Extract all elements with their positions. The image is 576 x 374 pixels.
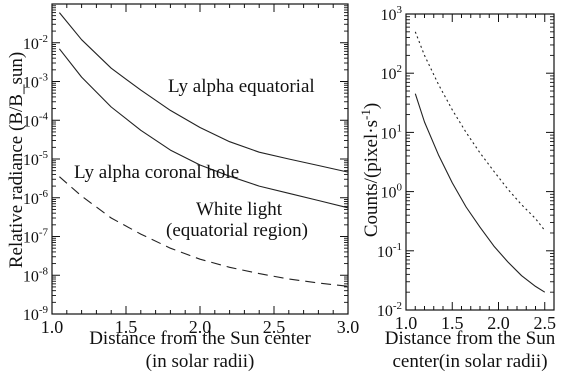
left-y-tick-exponent: -8 — [39, 265, 49, 277]
left-series-line-2 — [58, 48, 349, 209]
left-plot-frame — [51, 3, 349, 315]
right-y-tick-label: 101 — [381, 122, 403, 142]
left-y-tick-label: 10-4 — [23, 110, 49, 130]
left-y-tick-mantissa: 10 — [23, 191, 39, 208]
left-y-axis-label: Relative radiance (B/B_sun) — [6, 52, 27, 268]
right-y-axis-label-sup: -1 — [358, 109, 373, 120]
left-y-tick-mantissa: 10 — [23, 75, 39, 92]
right-y-tick-label: 10-1 — [377, 241, 402, 261]
left-x-axis-label-line2: (in solar radii) — [146, 351, 255, 372]
right-x-axis-label-line2: center(in solar radii) — [392, 351, 547, 372]
left-y-tick-mantissa: 10 — [23, 307, 39, 324]
left-x-tick-label: 1.5 — [115, 317, 138, 337]
right-y-tick-mantissa: 10 — [381, 7, 397, 24]
right-y-tick-exponent: -2 — [393, 300, 402, 312]
left-x-tick-label: 1.0 — [41, 317, 64, 337]
left-y-tick-mantissa: 10 — [23, 230, 39, 247]
annotation-white-light: White light — [196, 199, 283, 220]
left-y-tick-exponent: -3 — [39, 72, 49, 84]
left-series — [58, 12, 349, 287]
left-y-tick-label: 10-9 — [23, 304, 49, 324]
right-y-axis-label-end: ) — [361, 103, 382, 109]
right-series — [414, 31, 546, 293]
right-x-tick-label: 2.5 — [534, 313, 557, 333]
right-y-tick-mantissa: 10 — [377, 244, 393, 261]
left-x-tick-label: 3.0 — [337, 317, 360, 337]
right-y-axis-label-main: Counts/(pixel·s — [361, 120, 382, 237]
left-series-line-1 — [58, 12, 349, 173]
left-y-tick-exponent: -7 — [39, 227, 49, 239]
right-y-tick-exponent: 1 — [397, 122, 403, 134]
right-x-tick-label: 2.0 — [487, 313, 510, 333]
right-series-line-1 — [414, 31, 546, 231]
left-y-tick-exponent: -2 — [39, 33, 48, 45]
right-x-ticks: 1.0 1.5 2.0 2.5 — [395, 14, 556, 333]
right-x-axis-label: Distance from the Sun — [385, 328, 556, 349]
left-y-tick-mantissa: 10 — [23, 268, 39, 285]
left-x-axis-label: Distance from the Sun center — [89, 328, 311, 349]
annotation-ly-alpha-coronal-hole: Ly alpha coronal hole — [74, 162, 239, 183]
left-y-tick-label: 10-2 — [23, 33, 48, 53]
left-panel: 10-210-310-410-510-610-710-810-9 1.0 1.5 2… — [6, 3, 360, 372]
left-y-tick-label: 10-7 — [23, 227, 49, 247]
right-x-tick-label: 1.0 — [395, 313, 418, 333]
left-y-tick-label: 10-8 — [23, 265, 49, 285]
right-y-tick-mantissa: 10 — [381, 125, 397, 142]
left-x-tick-label: 2.0 — [189, 317, 212, 337]
left-y-tick-label: 10-6 — [23, 188, 49, 208]
left-x-tick-label: 2.5 — [263, 317, 286, 337]
right-y-tick-exponent: 2 — [397, 63, 403, 75]
right-y-tick-mantissa: 10 — [381, 185, 397, 202]
left-y-tick-exponent: -9 — [39, 304, 49, 316]
left-y-tick-mantissa: 10 — [23, 113, 39, 130]
right-y-tick-exponent: -1 — [393, 241, 402, 253]
left-y-tick-exponent: -5 — [39, 149, 49, 161]
left-y-tick-mantissa: 10 — [23, 152, 39, 169]
right-y-tick-label: 100 — [381, 182, 403, 202]
annotation-ly-alpha-equatorial: Ly alpha equatorial — [168, 76, 315, 97]
right-y-tick-mantissa: 10 — [377, 303, 393, 320]
right-y-tick-mantissa: 10 — [381, 66, 397, 83]
annotation-equatorial-region: (equatorial region) — [166, 220, 308, 241]
left-y-tick-label: 10-5 — [23, 149, 49, 169]
right-x-tick-label: 1.5 — [441, 313, 464, 333]
left-x-ticks: 1.0 1.5 2.0 2.5 3.0 — [41, 4, 360, 337]
left-y-tick-mantissa: 10 — [23, 36, 39, 53]
left-series-line-3 — [59, 176, 349, 287]
right-y-tick-label: 102 — [381, 63, 403, 83]
right-y-tick-exponent: 0 — [397, 182, 403, 194]
right-y-tick-label: 10-2 — [377, 300, 402, 320]
left-y-tick-label: 10-3 — [23, 72, 49, 92]
left-y-tick-exponent: -4 — [39, 110, 49, 122]
right-y-tick-label: 103 — [381, 4, 403, 24]
right-plot-frame — [405, 13, 555, 311]
left-y-tick-exponent: -6 — [39, 188, 49, 200]
right-series-line-2 — [414, 93, 546, 293]
left-y-ticks: 10-210-310-410-510-610-710-810-9 — [23, 5, 348, 324]
right-y-tick-exponent: 3 — [397, 4, 403, 16]
right-y-axis-label: Counts/(pixel·s-1) — [358, 103, 382, 237]
